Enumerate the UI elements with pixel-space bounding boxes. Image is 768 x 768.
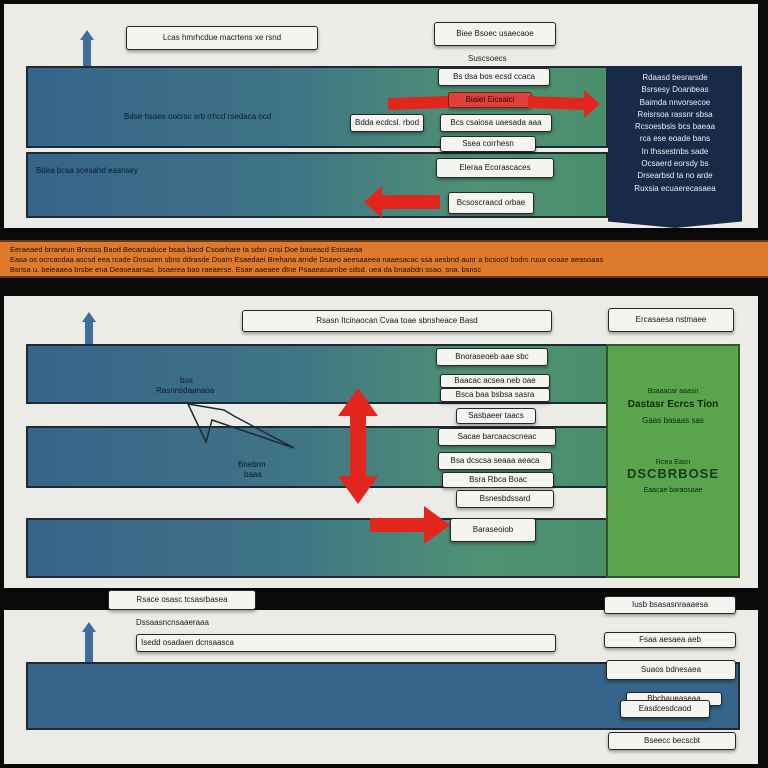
band-1-box: Bdda ecdcsl. rbod	[350, 114, 424, 132]
up-arrow-icon	[80, 30, 94, 70]
section-1-legend: Rdaasd besrarsde Bsrsesy Doanbeas Baimda…	[608, 66, 742, 228]
s1-label-6: Bcsoscraacd orbae	[448, 192, 534, 214]
s2-label-6: Bsa dcscsa seaaa aeaca	[438, 452, 552, 470]
section-3-subtitle: Dssaasncnsaaeraaa	[136, 618, 209, 627]
s1-label-2: Biaiei Eicsaici	[448, 92, 532, 108]
s2-label-1: Bnoraseoeb aae sbc	[436, 348, 548, 366]
band-4-text-a: Bnebnn	[238, 460, 266, 469]
s2-label-7: Bsra Rbca Boac	[442, 472, 554, 488]
double-arrow-icon	[338, 388, 378, 504]
s1-label-4: Ssea corrhesn	[440, 136, 536, 152]
s1-label-3: Bcs csaiosa uaesada aaa	[440, 114, 552, 132]
section-1-top-right-label: Biee Bsoec usaecaoe	[434, 22, 556, 46]
up-arrow-icon	[82, 622, 96, 662]
banner-line: Easa os ocrcacdaa ascsd eea rcade Dnsuze…	[10, 255, 604, 264]
section-1-title: Lcas hmrhcdue macrtens xe rsnd	[126, 26, 318, 50]
band-3-text-b: Rasnnsdaanaoa	[156, 386, 215, 395]
s3-label-1: Iusb bsasasnraaaesa	[604, 596, 736, 614]
callout-arrow-icon	[186, 403, 295, 449]
section-3-tab[interactable]: Rsace osasc tcsasrbasea	[108, 590, 256, 610]
legend-line: In thssestnbs sade	[641, 146, 709, 156]
band-4-text-b: baaa	[244, 470, 262, 479]
band-2-text: Bdea bcsa scesahd easnsey	[36, 166, 138, 175]
legend-line: Rcsoesbsis bcs baeaa	[634, 122, 716, 132]
legend-line: Bsaaacar aaasn	[647, 388, 699, 395]
legend-line: Ocsaerd eorsdy bs	[641, 159, 709, 169]
banner-line: Eeraeaed brraneun Bnosss Baod Becarcaduc…	[10, 245, 363, 254]
section-2-legend-title: Ercasaesa nstmaee	[608, 308, 734, 332]
band-1-text: Bdse hsaes oocrsc srb rrhcd rsedaca ocd	[124, 112, 272, 121]
section-2-title: Rsasn Itcinaocan Cvaa toae sbnsheace Bas…	[242, 310, 552, 332]
section-3-input[interactable]: Isedd osadaen dcnsaasca	[136, 634, 556, 652]
s3-label-5: Easdcesdcaod	[620, 700, 710, 718]
band-3-text-a: bos	[180, 376, 193, 385]
legend-line: Gaas basaas sas	[642, 416, 704, 425]
legend-line: Reisrsoa rassnr sbsa	[637, 109, 713, 119]
s2-label-2: Baacac acsea neb oae	[440, 374, 550, 388]
s2-label-9: Baraseoiob	[450, 518, 536, 542]
legend-line: Dastasr Ecrcs Tion	[627, 399, 719, 410]
s2-label-8: Bsnesbdssard	[456, 490, 554, 508]
left-arrow-icon	[364, 186, 440, 218]
legend-line: Baimda nnvorsecoe	[639, 97, 711, 107]
s2-label-4: Sasbaeer taacs	[456, 408, 536, 424]
right-arrow-icon	[388, 90, 600, 118]
legend-line: Bsrsesy Doanbeas	[641, 85, 709, 95]
floating-label: Suscsoecs	[468, 54, 507, 63]
s1-label-1: Bs dsa bos ecsd ccaca	[438, 68, 550, 86]
s1-label-5: Eleraa Ecorascaces	[436, 158, 554, 178]
up-arrow-icon	[82, 312, 96, 346]
s2-label-3: Bsca baa bsbsa sasra	[440, 388, 550, 402]
legend-line: Rdaasd besrarsde	[642, 73, 708, 82]
legend-line: Ruxsia ecuaerecasaea	[634, 183, 716, 193]
s2-label-5: Sacae barcaacscneac	[438, 428, 556, 446]
orange-banner: Eeraeaed brraneun Bnosss Baod Becarcaduc…	[0, 240, 768, 278]
legend-line: rca ese eoade bans	[639, 134, 711, 144]
legend-line: Drsearbsd ta no arde	[637, 171, 713, 181]
s3-label-3: Suaos bdnesaea	[606, 660, 736, 680]
banner-line: Bsnsa u. beieaaea brsbe ena Deaseaarsas,…	[10, 265, 482, 274]
legend-logo-top: Rcea Easn	[655, 459, 691, 466]
legend-logo: DSCBRBOSE	[626, 466, 720, 481]
s3-label-6: Bseecc becscbt	[608, 732, 736, 750]
legend-footer: Eaacae baraosaae	[643, 487, 703, 494]
section-2-legend: Bsaaacar aaasn Dastasr Ecrcs Tion Gaas b…	[606, 344, 740, 578]
right-arrow-icon	[370, 506, 450, 544]
s3-label-2: Fsaa aesaea aeb	[604, 632, 736, 648]
